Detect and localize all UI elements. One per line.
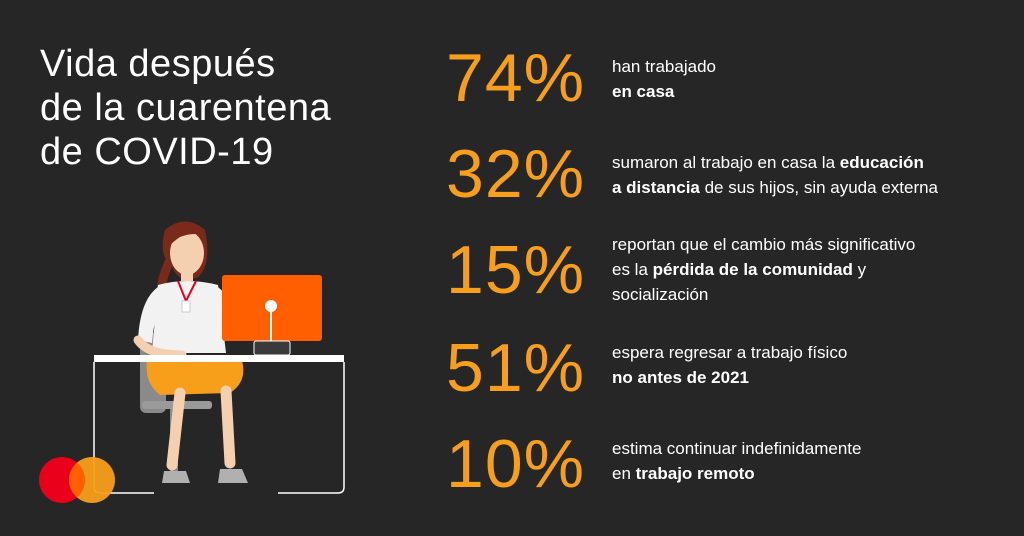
stat-item: 51% espera regresar a trabajo físico no a… [446,332,1006,412]
stat-percentage: 32% [446,136,586,212]
stat-description: estima continuar indefinidamente en traba… [612,436,1002,486]
stat-percentage: 74% [446,40,586,116]
stat-percentage: 51% [446,330,586,406]
stat-description: han trabajado en casa [612,54,1002,104]
stat-highlight-text: a distancia [612,178,700,197]
woman-at-desk-illustration [93,221,345,494]
stat-item: 74% han trabajado en casa [446,42,1006,122]
stat-description: reportan que el cambio más significativo… [612,232,1002,307]
stat-text: espera regresar a trabajo físico [612,343,848,362]
mastercard-logo [39,457,115,503]
stat-description: espera regresar a trabajo físico no antes… [612,340,1002,390]
title-line-1: Vida después [40,43,276,85]
stat-text: es la [612,260,653,279]
stat-item: 15% reportan que el cambio más significa… [446,234,1006,314]
stat-highlight-text: educación [839,153,924,172]
title-line-2: de la cuarentena [40,87,332,129]
stat-text: socialización [612,285,709,304]
stat-text: y [852,260,867,279]
stat-text: de sus hijos, sin ayuda externa [699,178,939,197]
title-line-3: de COVID-19 [40,131,274,173]
stat-text: sumaron al trabajo en casa la [612,153,840,172]
stat-percentage: 15% [446,232,586,308]
stat-highlight-text: trabajo remoto [635,464,755,483]
stat-item: 32% sumaron al trabajo en casa la educac… [446,138,1006,218]
stat-text: han trabajado [612,57,716,76]
stat-text: en [612,464,636,483]
stat-highlight-text: pérdida de la comunidad [652,260,853,279]
stat-text: estima continuar indefinidamente [612,439,862,458]
page-title: Vida después de la cuarentena de COVID-1… [40,42,331,174]
stat-percentage: 10% [446,426,586,502]
stat-text: reportan que el cambio más significativo [612,235,916,254]
stat-highlight-text: no antes de 2021 [612,368,750,387]
stat-description: sumaron al trabajo en casa la educación a… [612,150,1002,200]
stat-item: 10% estima continuar indefinidamente en t… [446,428,1006,508]
stat-highlight-text: en casa [612,82,675,101]
